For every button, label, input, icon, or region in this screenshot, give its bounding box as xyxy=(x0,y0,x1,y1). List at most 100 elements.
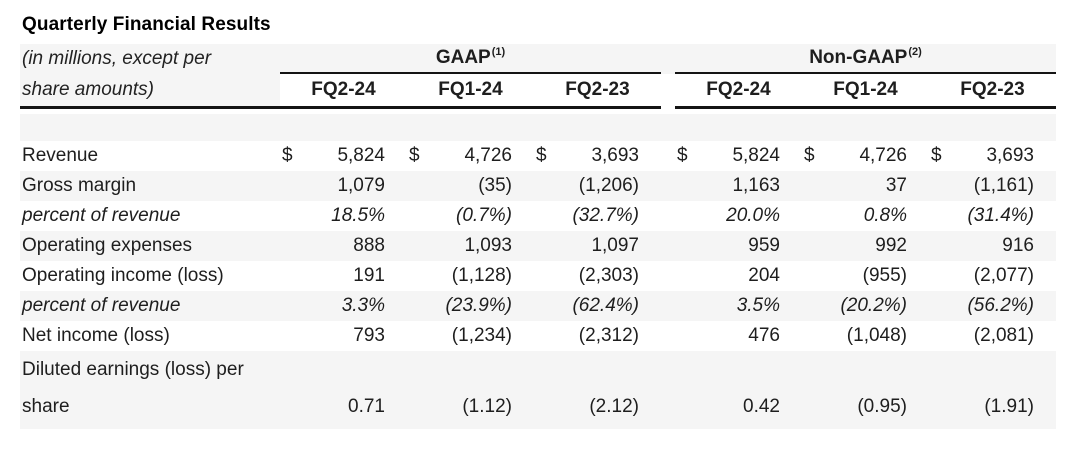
row-label: Revenue xyxy=(22,145,99,166)
value-text: 793 xyxy=(353,325,385,346)
blank-shaded-row xyxy=(20,114,1056,141)
value-text: (23.9%) xyxy=(445,295,512,316)
table-body: Revenue $5,824 $4,726 $3,693 $5,824 $4,726 $3,… xyxy=(20,141,1056,429)
group-gap xyxy=(661,74,675,109)
value-cell: (23.9%) xyxy=(407,295,534,317)
value-text: 3,693 xyxy=(986,145,1034,166)
value-cell: 888 xyxy=(280,235,407,257)
value-cell: 1,079 xyxy=(280,175,407,197)
value-cell: $3,693 xyxy=(929,145,1056,167)
value-cell: 0.8% xyxy=(802,205,929,227)
value-cell: (32.7%) xyxy=(534,205,661,227)
value-text: (56.2%) xyxy=(967,295,1034,316)
value-cell: 1,097 xyxy=(534,235,661,257)
value-cell: $4,726 xyxy=(407,145,534,167)
column-header: FQ2-24 xyxy=(311,79,376,100)
unit-note-line1: (in millions, except per xyxy=(22,48,212,69)
value-text: (2,077) xyxy=(973,265,1034,286)
value-text: (2,312) xyxy=(578,325,639,346)
value-text: 888 xyxy=(353,235,385,256)
value-text: (955) xyxy=(862,265,907,286)
value-text: 20.0% xyxy=(726,205,780,226)
value-text: (0.7%) xyxy=(456,205,512,226)
value-cell: 3.5% xyxy=(675,295,802,317)
value-cell: (2.12) xyxy=(534,388,661,425)
value-cell: 476 xyxy=(675,325,802,347)
value-cell: 191 xyxy=(280,265,407,287)
value-text: 204 xyxy=(748,265,780,286)
value-text: (1,128) xyxy=(451,265,512,286)
value-cell: (2,312) xyxy=(534,325,661,347)
value-cell: 37 xyxy=(802,175,929,197)
value-text: (1.12) xyxy=(462,395,512,417)
column-header-row: share amounts) FQ2-24 FQ1-24 FQ2-23 FQ2-24… xyxy=(20,74,1056,109)
group-header-gaap: GAAP (1) xyxy=(280,44,661,74)
table-row: Diluted earnings (loss) per share 0.71 (1.1… xyxy=(20,351,1056,429)
value-cell: (0.95) xyxy=(802,388,929,425)
value-text: 3.3% xyxy=(341,295,385,316)
value-cell: 3.3% xyxy=(280,295,407,317)
table-row: percent of revenue 3.3% (23.9%) (62.4%) 3.5%… xyxy=(20,291,1056,321)
column-header: FQ1-24 xyxy=(833,79,898,100)
row-label: Gross margin xyxy=(22,175,137,196)
value-text: 1,079 xyxy=(337,175,385,196)
value-text: (1,048) xyxy=(846,325,907,346)
group-header-row: (in millions, except per GAAP (1) Non-GAA… xyxy=(20,44,1056,74)
page-title: Quarterly Financial Results xyxy=(22,14,271,35)
value-cell: (1,048) xyxy=(802,325,929,347)
value-cell: 793 xyxy=(280,325,407,347)
value-cell: (2,303) xyxy=(534,265,661,287)
value-text: 0.8% xyxy=(863,205,907,226)
value-cell: (62.4%) xyxy=(534,295,661,317)
value-text: 0.71 xyxy=(348,395,385,417)
value-cell: 1,093 xyxy=(407,235,534,257)
value-cell: (35) xyxy=(407,175,534,197)
value-text: (1.91) xyxy=(984,395,1034,417)
table-row: Operating income (loss) 191 (1,128) (2,303)… xyxy=(20,261,1056,291)
financial-table: (in millions, except per GAAP (1) Non-GAA… xyxy=(20,44,1056,429)
value-text: 0.42 xyxy=(743,395,780,417)
value-text: 3,693 xyxy=(591,145,639,166)
value-cell: (56.2%) xyxy=(929,295,1056,317)
currency-symbol: $ xyxy=(282,145,293,166)
currency-symbol: $ xyxy=(536,145,547,166)
value-cell: $5,824 xyxy=(280,145,407,167)
value-text: (1,206) xyxy=(578,175,639,196)
value-cell: (2,077) xyxy=(929,265,1056,287)
value-cell: (955) xyxy=(802,265,929,287)
value-text: 1,093 xyxy=(464,235,512,256)
table-row: Gross margin 1,079 (35) (1,206) 1,163 37 (1,16… xyxy=(20,171,1056,201)
value-cell: 0.71 xyxy=(280,388,407,425)
value-cell: (2,081) xyxy=(929,325,1056,347)
row-label: Operating expenses xyxy=(22,235,193,256)
value-cell: (1.12) xyxy=(407,388,534,425)
value-cell: (1,128) xyxy=(407,265,534,287)
value-cell: 1,163 xyxy=(675,175,802,197)
value-text: (32.7%) xyxy=(572,205,639,226)
value-text: 4,726 xyxy=(859,145,907,166)
value-cell: (31.4%) xyxy=(929,205,1056,227)
value-text: (2.12) xyxy=(589,395,639,417)
currency-symbol: $ xyxy=(931,145,942,166)
value-cell: (1,234) xyxy=(407,325,534,347)
row-label: Operating income (loss) xyxy=(22,265,224,286)
table-header: (in millions, except per GAAP (1) Non-GAA… xyxy=(20,44,1056,109)
value-cell: (0.7%) xyxy=(407,205,534,227)
value-text: 916 xyxy=(1002,235,1034,256)
currency-symbol: $ xyxy=(409,145,420,166)
row-label: percent of revenue xyxy=(22,205,181,226)
value-text: 992 xyxy=(875,235,907,256)
table-row: Revenue $5,824 $4,726 $3,693 $5,824 $4,726 $3,… xyxy=(20,141,1056,171)
value-text: (20.2%) xyxy=(840,295,907,316)
value-text: (31.4%) xyxy=(967,205,1034,226)
value-cell: $4,726 xyxy=(802,145,929,167)
group-label-gaap: GAAP xyxy=(435,47,491,68)
value-text: 5,824 xyxy=(337,145,385,166)
value-cell: (1,161) xyxy=(929,175,1056,197)
value-cell: (1.91) xyxy=(929,388,1056,425)
group-gap xyxy=(661,44,675,74)
value-text: 3.5% xyxy=(736,295,780,316)
table-row: Net income (loss) 793 (1,234) (2,312) 476 (1,… xyxy=(20,321,1056,351)
table-row: percent of revenue 18.5% (0.7%) (32.7%) 20.0… xyxy=(20,201,1056,231)
value-cell: 916 xyxy=(929,235,1056,257)
